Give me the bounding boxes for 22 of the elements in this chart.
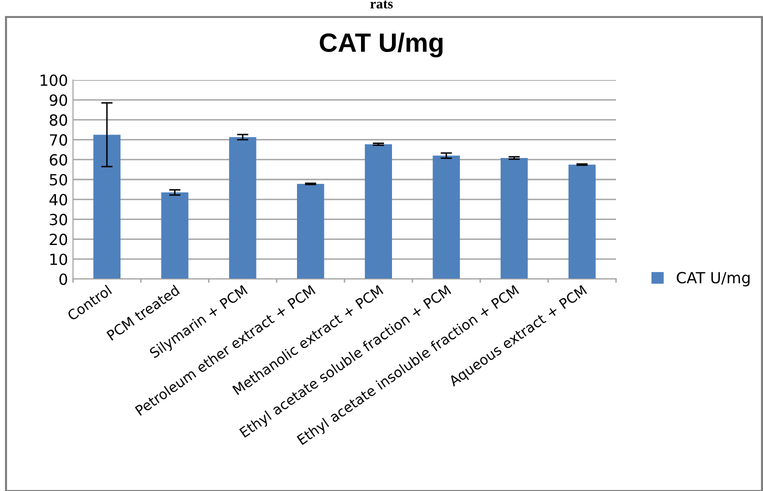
y-tick-label: 20 <box>50 234 68 246</box>
bar <box>296 184 324 279</box>
y-tick-label: 10 <box>50 254 68 266</box>
y-tick-label: 80 <box>50 114 68 126</box>
bar <box>432 156 460 279</box>
y-tick-label: 70 <box>50 134 68 146</box>
bar <box>364 144 392 279</box>
y-tick-label: 30 <box>50 214 68 226</box>
y-tick-label: 90 <box>50 94 68 106</box>
chart-title: CAT U/mg <box>320 32 443 58</box>
legend-label: CAT U/mg <box>676 272 750 286</box>
text: rats <box>370 0 393 8</box>
y-tick-label: 0 <box>59 273 68 286</box>
bar <box>229 137 256 279</box>
y-tick-label: 60 <box>50 154 68 166</box>
y-tick-label: 100 <box>40 74 68 86</box>
bar <box>500 158 528 279</box>
y-tick-label: 50 <box>50 174 68 186</box>
bar <box>93 134 121 279</box>
bar <box>568 164 596 279</box>
y-tick-label: 40 <box>49 194 68 206</box>
bar <box>161 192 188 279</box>
